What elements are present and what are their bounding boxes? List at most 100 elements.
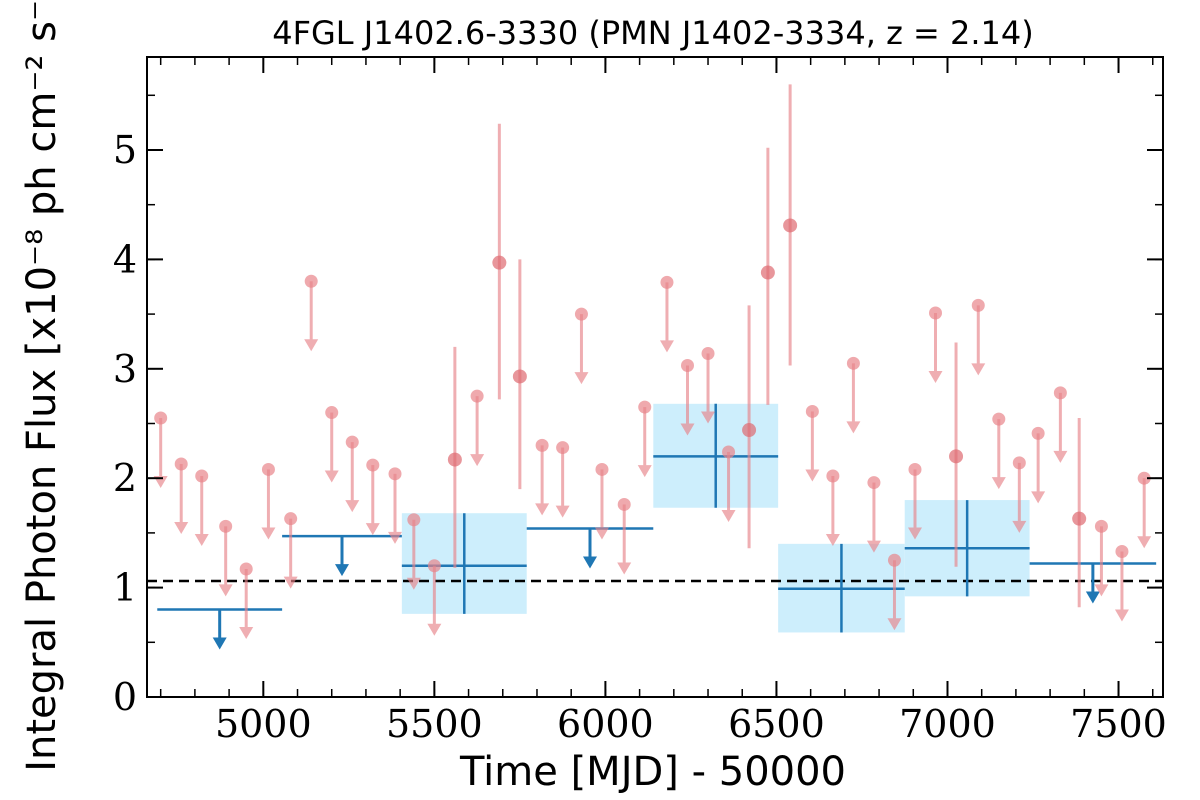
monthly-upper-limit-arrow <box>887 560 902 631</box>
binned-upper-limit-arrow <box>1085 563 1100 604</box>
monthly-upper-limit-arrow-head <box>574 372 589 385</box>
monthly-upper-limit-marker <box>174 457 188 471</box>
monthly-upper-limit-marker <box>284 512 298 526</box>
monthly-upper-limit-arrow <box>194 476 209 547</box>
monthly-upper-limit-arrow-head <box>365 523 380 536</box>
monthly-upper-limit-arrow-head <box>470 454 485 467</box>
monthly-upper-limit-arrow-head <box>1053 450 1068 463</box>
monthly-upper-limit-marker <box>195 469 209 483</box>
y-axis-label: Integral Photon Flux [x10⁻⁸ ph cm⁻² s⁻¹] <box>19 0 65 772</box>
x-axis-label: Time [MJD] - 50000 <box>459 749 846 795</box>
monthly-upper-limit-arrow-head <box>971 363 986 376</box>
monthly-upper-limit-arrow <box>261 469 276 540</box>
monthly-upper-limit-marker <box>574 307 588 321</box>
monthly-flux-point <box>447 452 462 467</box>
monthly-flux-point <box>742 423 757 438</box>
x-tick-label: 7500 <box>1070 702 1167 746</box>
monthly-upper-limit-arrow <box>555 447 570 518</box>
monthly-flux-point <box>1072 511 1087 526</box>
monthly-upper-limit-arrow <box>535 445 550 516</box>
monthly-upper-limit-arrow-head <box>659 340 674 353</box>
monthly-upper-limit-arrow <box>388 473 403 544</box>
y-tick-label: 1 <box>113 566 137 610</box>
monthly-upper-limit-marker <box>366 458 380 472</box>
monthly-upper-limit-arrow-head <box>637 465 652 478</box>
binned-upper-limit-arrow <box>583 528 598 569</box>
monthly-upper-limit-arrow-head <box>304 339 319 352</box>
monthly-upper-limit-arrow-head <box>805 469 820 482</box>
monthly-upper-limit-arrow-head <box>721 509 736 522</box>
monthly-upper-limit-arrow-head <box>283 576 298 589</box>
monthly-upper-limit-marker <box>992 412 1006 426</box>
monthly-upper-limit-arrow <box>991 419 1006 490</box>
monthly-upper-limit-arrow-head <box>535 503 550 516</box>
monthly-flux-point <box>783 218 798 233</box>
monthly-upper-limit-arrow-head <box>261 527 276 540</box>
monthly-upper-limit-arrow <box>721 451 736 522</box>
y-tick-label: 3 <box>113 347 137 391</box>
binned-upper-limit-arrow <box>334 536 349 577</box>
binned-upper-limit-arrow-head <box>334 564 349 577</box>
monthly-upper-limit-arrow-head <box>218 584 233 597</box>
y-tick-label: 0 <box>113 675 137 719</box>
monthly-upper-limit-marker <box>617 497 631 511</box>
monthly-upper-limit-arrow <box>701 353 716 424</box>
monthly-upper-limit-arrow <box>825 476 840 547</box>
monthly-upper-limit-marker <box>304 274 318 288</box>
monthly-upper-limit-arrow <box>1012 462 1027 533</box>
monthly-upper-limit-arrow <box>971 305 986 376</box>
y-tick-label: 2 <box>113 456 137 500</box>
x-tick-label: 6500 <box>728 702 825 746</box>
monthly-upper-limit-marker <box>929 306 943 320</box>
monthly-upper-limit-marker <box>1137 471 1151 485</box>
monthly-upper-limit-marker <box>388 467 402 481</box>
monthly-upper-limit-marker <box>427 559 441 573</box>
x-tick-label: 7000 <box>899 702 996 746</box>
monthly-flux-point <box>512 369 527 384</box>
monthly-upper-limit-arrow-head <box>825 534 840 547</box>
monthly-upper-limit-arrow <box>470 396 485 467</box>
monthly-upper-limit-arrow <box>304 281 319 352</box>
monthly-upper-limit-arrow <box>1031 433 1046 504</box>
monthly-upper-limit-arrow <box>866 482 881 553</box>
monthly-upper-limit-arrow-head <box>1114 609 1129 622</box>
monthly-upper-limit-marker <box>345 435 359 449</box>
monthly-upper-limit-marker <box>722 445 736 459</box>
x-tick-label: 5500 <box>386 702 483 746</box>
plot-frame <box>146 56 1164 698</box>
monthly-upper-limit-arrow <box>406 519 421 590</box>
monthly-upper-limit-arrow <box>427 565 442 636</box>
monthly-upper-limit-marker <box>1031 426 1045 440</box>
chart-title: 4FGL J1402.6-3330 (PMN J1402-3334, z = 2… <box>272 14 1034 52</box>
monthly-upper-limit-arrow <box>637 407 652 478</box>
monthly-upper-limit-arrow-head <box>174 521 189 534</box>
monthly-upper-limit-arrow-head <box>887 618 902 631</box>
monthly-upper-limit-marker <box>535 438 549 452</box>
binned-upper-limit-arrow <box>212 609 227 650</box>
monthly-upper-limit-marker <box>908 462 922 476</box>
monthly-upper-limit-arrow-head <box>866 540 881 553</box>
monthly-upper-limit-arrow-head <box>388 531 403 544</box>
binned-upper-limit-arrow-head <box>1085 591 1100 604</box>
monthly-upper-limit-arrow-head <box>345 500 360 513</box>
monthly-upper-limit-arrow-head <box>194 534 209 547</box>
monthly-upper-limit-marker <box>805 404 819 418</box>
monthly-upper-limit-arrow-head <box>1031 491 1046 504</box>
monthly-upper-limit-marker <box>407 513 421 527</box>
monthly-upper-limit-arrow-head <box>594 527 609 540</box>
monthly-upper-limit-marker <box>1053 386 1067 400</box>
monthly-upper-limit-marker <box>971 298 985 312</box>
monthly-upper-limit-arrow <box>239 569 254 639</box>
monthly-upper-limit-marker <box>701 346 715 360</box>
monthly-upper-limit-arrow <box>1094 526 1109 597</box>
monthly-upper-limit-arrow-head <box>239 627 254 639</box>
binned-upper-limit-arrow-head <box>583 556 598 569</box>
monthly-upper-limit-arrow-head <box>846 421 861 434</box>
monthly-upper-limit-arrow <box>174 463 189 534</box>
monthly-upper-limit-arrow-head <box>427 623 442 636</box>
monthly-upper-limit-arrow-head <box>1137 536 1152 549</box>
monthly-upper-limit-marker <box>867 476 881 490</box>
monthly-upper-limit-arrow <box>680 365 695 436</box>
monthly-upper-limit-marker <box>1115 544 1129 558</box>
